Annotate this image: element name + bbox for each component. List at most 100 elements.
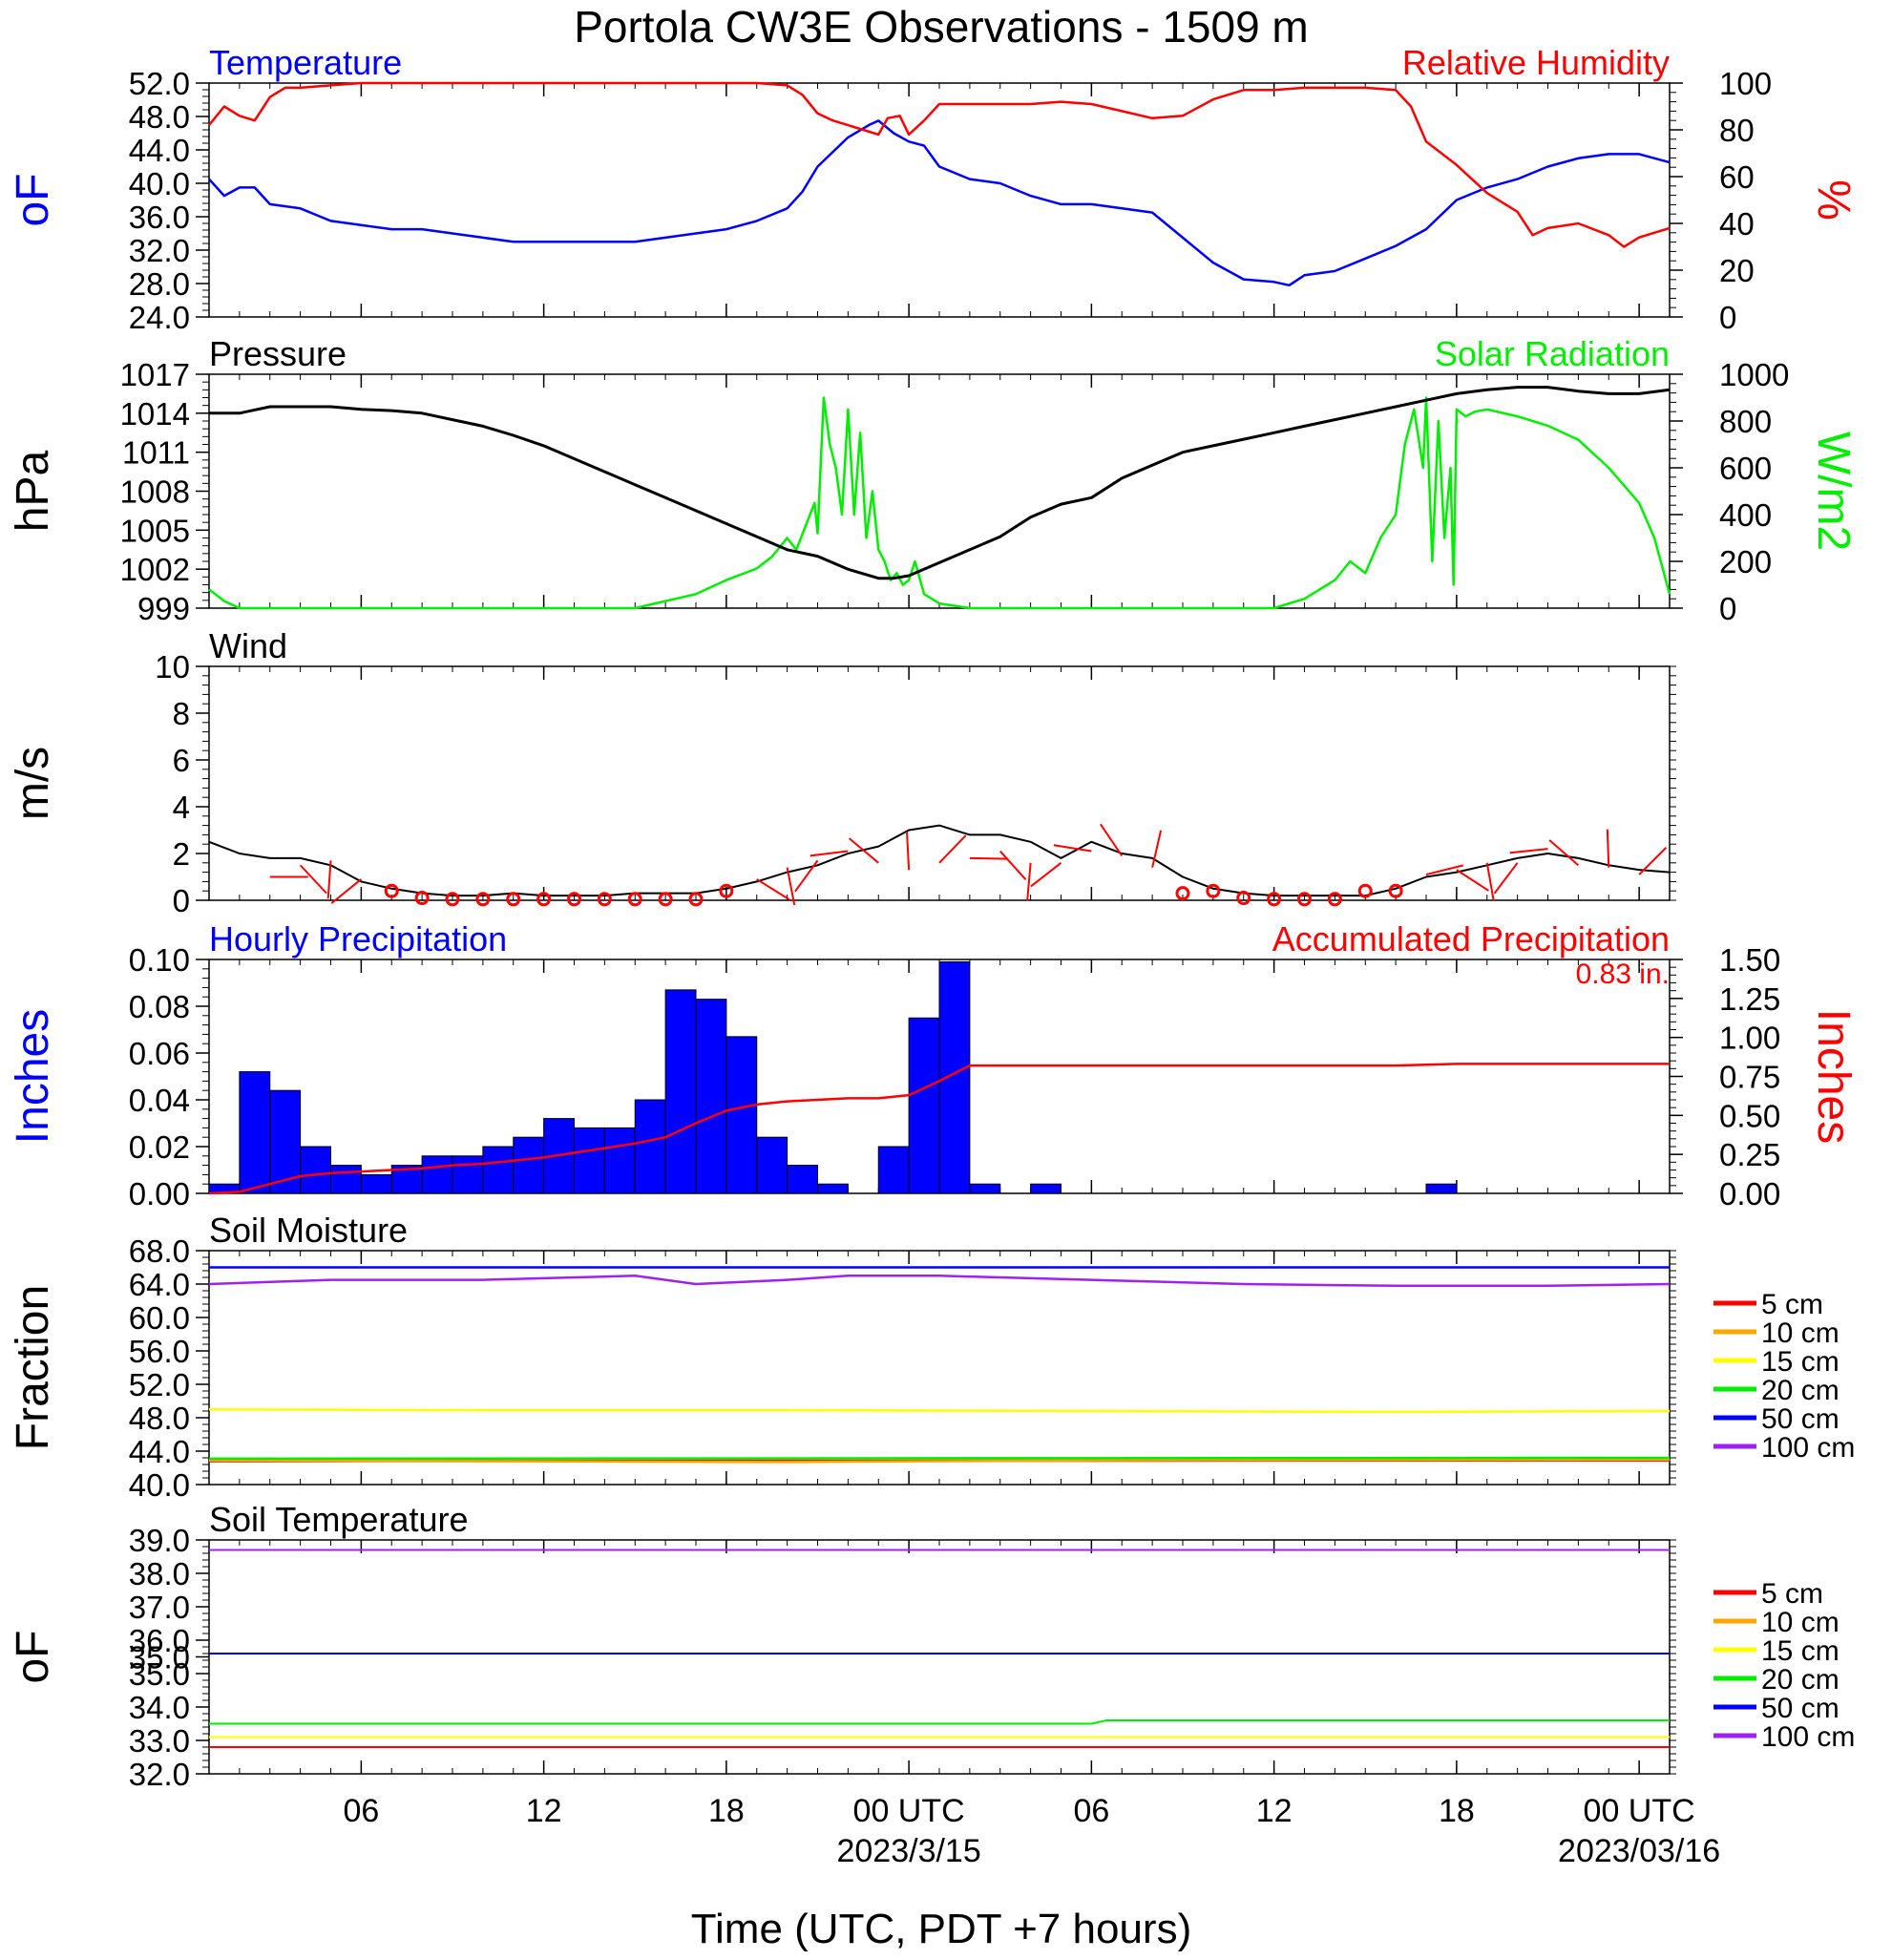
precip-y-axis-label: Inches xyxy=(8,1009,58,1144)
wind-calm-circle xyxy=(719,883,734,898)
pressure-y2-tick-label: 200 xyxy=(1719,544,1772,580)
wind-calm-circle xyxy=(658,892,673,907)
temp_rh-y-tick-label: 36.0 xyxy=(129,200,190,235)
pressure-y2-tick-label: 0 xyxy=(1719,591,1736,626)
temp_rh-y-tick-label: 32.0 xyxy=(129,233,190,268)
soil-temp-y-tick-label: 36.0 xyxy=(129,1623,190,1658)
wind-barb xyxy=(1100,823,1124,857)
time-tick-date-label: 2023/3/15 xyxy=(836,1833,980,1869)
precip-y-tick-label: 0.04 xyxy=(129,1083,190,1118)
precip-y2-tick-label: 0.50 xyxy=(1719,1098,1780,1133)
precip-y2-tick-label: 1.25 xyxy=(1719,981,1780,1017)
pressure-y2-tick-label: 600 xyxy=(1719,451,1772,486)
wind-calm-circle xyxy=(597,892,612,907)
soil_temp-legend-label: 10 cm xyxy=(1761,1607,1839,1638)
wind-y-axis-label: m/s xyxy=(8,747,58,820)
soil_moisture-legend-label: 20 cm xyxy=(1761,1375,1839,1406)
soil_moisture-y-tick-label: 40.0 xyxy=(129,1467,190,1503)
temp_rh-y-tick-label: 24.0 xyxy=(129,300,190,335)
pressure-y2-axis-label: W/m2 xyxy=(1808,432,1859,551)
pressure-y2-tick-label: 800 xyxy=(1719,404,1772,439)
wind-calm-circle xyxy=(506,892,521,907)
wind-barb xyxy=(786,867,796,906)
hourly-precip-bar xyxy=(1425,1183,1458,1194)
precip-y2-tick-label: 1.00 xyxy=(1719,1021,1780,1056)
hourly-precip-bar xyxy=(603,1127,636,1194)
pressure-y-tick-label: 1008 xyxy=(120,474,190,510)
precip-y2-tick-label: 1.50 xyxy=(1719,942,1780,978)
wind-y-tick-label: 4 xyxy=(173,790,190,825)
soil-moisture-line-15cm xyxy=(208,1408,1671,1414)
wind-barb xyxy=(999,850,1027,880)
wind-calm-circle xyxy=(1267,892,1282,907)
soil-temp-y-tick-label: 33.0 xyxy=(129,1723,190,1759)
temp_rh-right-title: Relative Humidity xyxy=(1402,43,1670,82)
soil-moisture-line-10cm xyxy=(208,1458,1671,1464)
soil_temp-legend-label: 15 cm xyxy=(1761,1635,1839,1667)
wind-barb xyxy=(330,878,363,904)
temperature-line xyxy=(208,119,1671,287)
hourly-precip-bar xyxy=(664,989,697,1194)
hourly-precip-bar xyxy=(269,1089,302,1194)
wind-y-tick-label: 8 xyxy=(173,696,190,731)
temp_rh-y2-tick-label: 60 xyxy=(1719,159,1755,195)
precip-y-tick-label: 0.08 xyxy=(129,989,190,1024)
hourly-precip-bar xyxy=(421,1155,453,1194)
pressure-y-tick-label: 1002 xyxy=(120,552,190,587)
pressure-y-tick-label: 1017 xyxy=(120,357,190,392)
pressure-y-axis-label: hPa xyxy=(8,450,58,532)
pressure-right-title: Solar Radiation xyxy=(1435,334,1670,373)
wind-calm-circle xyxy=(1327,892,1342,907)
wind-barb xyxy=(1030,862,1062,888)
wind-calm-circle xyxy=(1357,883,1373,898)
wind-calm-circle xyxy=(567,892,581,907)
soil-moisture-line-100cm xyxy=(208,1275,1671,1288)
soil_moisture-y-tick-label: 60.0 xyxy=(129,1300,190,1336)
time-tick-label: 12 xyxy=(526,1793,562,1829)
precip-y2-axis-label: Inches xyxy=(1808,1009,1859,1144)
hourly-precip-bar xyxy=(787,1165,818,1194)
wind-calm-circle xyxy=(1175,886,1190,901)
soil_moisture-left-title: Soil Moisture xyxy=(209,1211,408,1250)
wind-calm-circle xyxy=(1388,883,1403,898)
wind-calm-circle xyxy=(1236,891,1251,906)
soil-temp-y-tick-label: 35.0 xyxy=(129,1656,190,1692)
wind-barb xyxy=(906,832,911,871)
accumulated-total-label: 0.83 in. xyxy=(1576,959,1670,990)
wind-barb xyxy=(1638,847,1668,875)
hourly-precip-bar xyxy=(634,1099,666,1194)
wind-barb xyxy=(794,859,819,893)
temp_rh-plot-frame xyxy=(208,82,1671,318)
hourly-precip-bar xyxy=(1030,1183,1062,1194)
wind-calm-circle xyxy=(627,892,642,907)
wind-y-tick-label: 10 xyxy=(155,649,190,685)
wind-y-tick-label: 0 xyxy=(173,883,190,918)
hourly-precip-bar xyxy=(239,1071,271,1194)
wind-barb xyxy=(1548,839,1580,867)
wind-barb xyxy=(1456,869,1489,892)
wind-barb xyxy=(969,856,1008,860)
x-axis-label: Time (UTC, PDT +7 hours) xyxy=(691,1906,1191,1952)
temp_rh-y2-tick-label: 40 xyxy=(1719,206,1755,242)
soil_temp-legend-label: 100 cm xyxy=(1761,1721,1855,1753)
soil_temp-y-axis-label: oF xyxy=(8,1630,58,1683)
hourly-precip-bar xyxy=(574,1127,605,1194)
hourly-precip-bar xyxy=(725,1036,758,1194)
time-tick-date-label: 2023/03/16 xyxy=(1558,1833,1720,1869)
wind-barb xyxy=(1151,830,1163,868)
wind-speed-line xyxy=(208,824,1671,897)
precip-y-tick-label: 0.06 xyxy=(129,1036,190,1071)
wind-barb xyxy=(1026,862,1032,901)
wind-barb xyxy=(1493,862,1519,895)
soil-temp-y-tick-label: 32.0 xyxy=(129,1757,190,1792)
temp_rh-y-tick-label: 28.0 xyxy=(129,266,190,302)
soil_temp-legend-label: 50 cm xyxy=(1761,1693,1839,1724)
soil_moisture-y-tick-label: 48.0 xyxy=(129,1401,190,1436)
temp_rh-y2-tick-label: 100 xyxy=(1719,66,1772,101)
wind-barb xyxy=(1053,844,1092,853)
wind-calm-circle xyxy=(536,892,552,907)
precip-y2-tick-label: 0.75 xyxy=(1719,1060,1780,1095)
soil_moisture-y-axis-label: Fraction xyxy=(8,1285,58,1450)
pressure-y-tick-label: 1011 xyxy=(122,435,190,471)
